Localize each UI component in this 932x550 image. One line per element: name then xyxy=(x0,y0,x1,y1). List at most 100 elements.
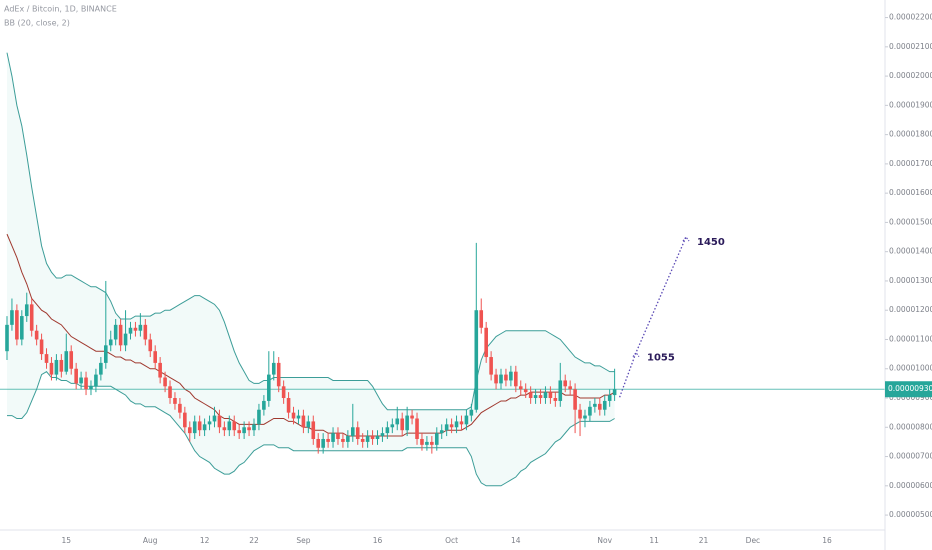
candle-body xyxy=(291,412,296,419)
candle-body xyxy=(420,438,424,445)
candle-body xyxy=(321,438,325,448)
candle-body xyxy=(217,415,222,428)
x-tick-label: Oct xyxy=(445,536,458,545)
candle-body xyxy=(242,427,246,434)
annotation-layer: 1055 1450 xyxy=(619,236,725,398)
candle-body xyxy=(104,345,108,363)
candle-body xyxy=(464,415,469,425)
candle-body xyxy=(74,368,78,384)
bb-middle xyxy=(6,233,615,437)
bb-lower xyxy=(7,371,615,487)
indicator-label: BB (20, close, 2) xyxy=(4,19,70,28)
candle-body xyxy=(514,371,518,387)
candle-body xyxy=(380,433,385,437)
candle-body xyxy=(607,395,612,401)
candle-body xyxy=(523,389,528,393)
candle-body xyxy=(306,421,311,428)
candle-body xyxy=(395,418,400,425)
chart-title: AdEx / Bitcoin, 1D, BINANCE xyxy=(4,5,117,14)
candle-body xyxy=(222,427,227,431)
y-tick-label: 0.00000600 xyxy=(889,481,932,490)
candle-body xyxy=(449,424,454,428)
y-tick-label: 0.00001800 xyxy=(889,130,932,139)
candle-body xyxy=(29,304,34,331)
candle-body xyxy=(370,436,375,439)
candle-body xyxy=(286,398,291,413)
y-tick-label: 0.00001900 xyxy=(889,100,932,109)
y-tick-label: 0.00001200 xyxy=(889,305,932,314)
y-tick-label: 0.00002000 xyxy=(889,71,932,80)
candle-body xyxy=(553,398,558,401)
annotation-label: 1450 xyxy=(697,237,725,248)
candle-body xyxy=(598,403,602,410)
candle-body xyxy=(39,339,44,355)
candle-body xyxy=(34,330,39,340)
candle-body xyxy=(360,438,365,442)
candle-body xyxy=(44,354,49,363)
x-tick-label: 16 xyxy=(373,536,383,545)
candle-body xyxy=(499,374,503,384)
candle-body xyxy=(232,421,237,431)
candle-body xyxy=(479,310,484,328)
candle-body xyxy=(336,433,340,439)
candle-body xyxy=(207,421,212,425)
y-tick-label: 0.00000800 xyxy=(889,422,932,431)
x-tick-label: Nov xyxy=(597,536,612,545)
candle-body xyxy=(252,424,256,431)
candle-body xyxy=(267,374,271,401)
y-tick-label: 0.00001000 xyxy=(889,364,932,373)
y-tick-label: 0.00000900 xyxy=(889,393,932,402)
candle-body xyxy=(484,327,488,358)
y-tick-label: 0.00002100 xyxy=(889,42,932,51)
candle-body xyxy=(108,339,113,346)
y-tick-label: 0.00000700 xyxy=(889,452,932,461)
candle-body xyxy=(612,389,617,396)
annotation-label: 1055 xyxy=(647,353,675,364)
candle-body xyxy=(281,386,286,399)
candle-body xyxy=(133,327,138,331)
x-tick-label: Dec xyxy=(746,536,761,545)
x-tick-label: Aug xyxy=(143,536,158,545)
candle-body xyxy=(271,362,276,375)
candle-body xyxy=(434,433,439,445)
candle-body xyxy=(410,415,414,419)
x-tick-label: 15 xyxy=(62,536,72,545)
candle-body xyxy=(64,351,69,372)
candle-body xyxy=(227,421,232,431)
candle-body xyxy=(415,418,419,439)
candle-body xyxy=(558,380,563,401)
candle-body xyxy=(439,430,444,434)
candle-body xyxy=(311,421,316,439)
candle-body xyxy=(474,310,479,410)
x-tick-label: Sep xyxy=(296,536,310,545)
candle-body xyxy=(518,386,523,390)
y-tick-label: 0.00001100 xyxy=(889,334,932,343)
candle-body xyxy=(128,327,133,334)
candle-body xyxy=(79,377,83,384)
candle-body xyxy=(326,438,330,442)
x-tick-label: 21 xyxy=(699,536,709,545)
candle-body xyxy=(543,392,548,399)
candle-body xyxy=(178,403,182,413)
candle-body xyxy=(49,362,54,375)
candle-body xyxy=(5,324,9,352)
candle-body xyxy=(602,400,607,410)
candle-body xyxy=(469,409,474,416)
candle-body xyxy=(143,324,148,340)
band-fill xyxy=(7,52,615,486)
candle-body xyxy=(10,310,14,325)
candle-body xyxy=(257,409,261,425)
candle-body xyxy=(113,324,118,340)
candle-body xyxy=(316,438,321,448)
candle-body xyxy=(94,374,98,387)
y-tick-label: 0.00002200 xyxy=(889,13,932,22)
candle-body xyxy=(538,395,543,399)
candle-body xyxy=(588,406,592,416)
candle-body xyxy=(262,400,266,410)
x-tick-label: 22 xyxy=(249,536,259,545)
candle-body xyxy=(59,359,64,372)
candle-body xyxy=(390,424,395,428)
candle-body xyxy=(276,362,281,387)
